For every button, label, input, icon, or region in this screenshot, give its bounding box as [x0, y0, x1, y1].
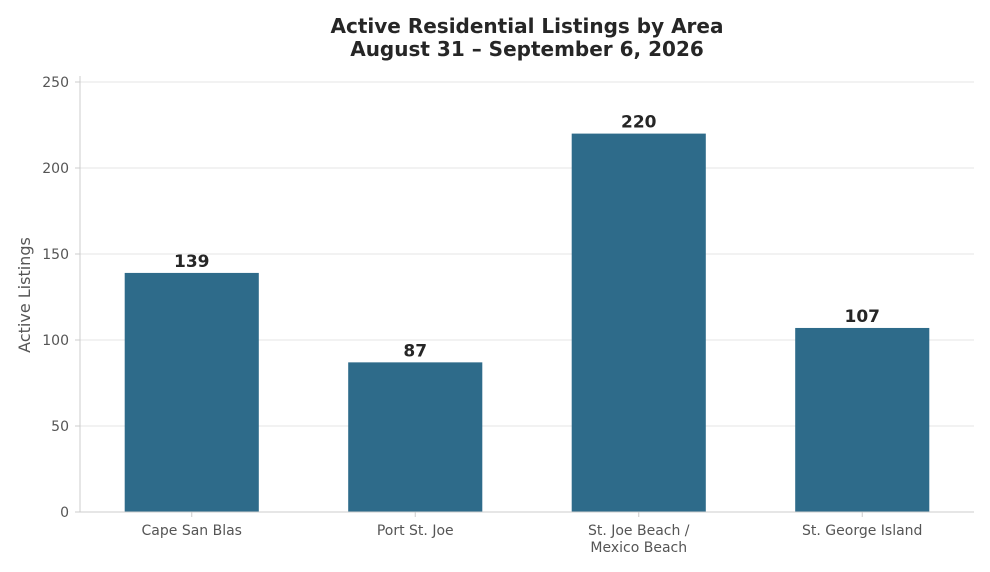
bars: [124, 133, 930, 512]
axes: [75, 76, 974, 517]
x-tick-label: Port St. Joe: [377, 523, 454, 539]
x-tick-label: St. George Island: [802, 523, 922, 539]
chart-subtitle: August 31 – September 6, 2026: [350, 37, 704, 61]
bar: [124, 272, 259, 512]
data-label: 220: [621, 113, 657, 133]
y-tick-label: 250: [42, 75, 69, 91]
y-tick-label: 200: [42, 161, 69, 177]
y-tick-label: 100: [42, 333, 69, 349]
chart-title: Active Residential Listings by Area: [331, 14, 724, 38]
y-tick-label: 50: [51, 419, 69, 435]
y-axis-label: Active Listings: [15, 237, 34, 353]
bar: [348, 362, 483, 512]
x-tick-label: Mexico Beach: [590, 540, 687, 556]
bar: [571, 133, 706, 512]
x-tick-label: St. Joe Beach /: [588, 523, 690, 539]
data-label: 107: [845, 307, 881, 327]
y-tick-label: 150: [42, 247, 69, 263]
labels: 0 50 100 150 200 250 139 Cape San Blas 87 Port St…: [42, 75, 922, 556]
y-tick-label: 0: [60, 505, 69, 521]
data-label: 139: [174, 252, 210, 272]
data-label: 87: [403, 341, 427, 361]
x-tick-label: Cape San Blas: [142, 523, 242, 539]
bar: [795, 327, 930, 512]
